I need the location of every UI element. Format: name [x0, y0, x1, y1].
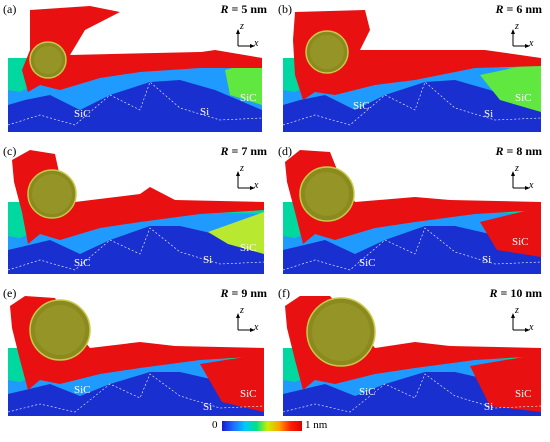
material-label: SiC	[512, 236, 529, 248]
radius-value: = 9 nm	[228, 286, 267, 300]
x-axis-label: x	[254, 38, 259, 49]
material-label: SiC	[74, 257, 91, 269]
radius-label: R = 9 nm	[220, 286, 267, 301]
panel-label: (a)	[3, 2, 17, 16]
axis-indicator: z x	[232, 21, 260, 52]
x-axis-label: x	[254, 322, 259, 333]
radius-value: = 10 nm	[497, 286, 542, 300]
axis-indicator: z x	[232, 305, 260, 336]
simulation-image-e	[7, 296, 265, 416]
axis-indicator: z x	[507, 163, 535, 194]
panel-label: (c)	[3, 144, 17, 158]
panel-label: (e)	[3, 286, 17, 300]
panel-b: (b) R = 6 nm z x SiC Si SiC	[275, 0, 550, 142]
radius-value: = 7 nm	[228, 144, 267, 158]
colorbar: 0 1 nm	[0, 418, 550, 440]
simulation-image-b	[282, 10, 542, 132]
radius-value: = 5 nm	[228, 2, 267, 16]
material-label: Si	[203, 254, 213, 266]
material-label: SiC	[74, 384, 91, 396]
axis-indicator: z x	[232, 163, 260, 194]
material-label: SiC	[353, 100, 370, 112]
axis-indicator: z x	[507, 21, 535, 52]
radius-label: R = 8 nm	[495, 144, 542, 159]
radius-label: R = 10 nm	[489, 286, 542, 301]
z-axis-label: z	[240, 21, 244, 32]
axis-indicator: z x	[507, 305, 535, 336]
colorbar-max-label: 1 nm	[305, 419, 328, 431]
radius-symbol: R	[220, 2, 229, 16]
panel-a: (a) R = 5 nm z x SiC Si SiC	[0, 0, 275, 142]
radius-symbol: R	[495, 144, 504, 158]
panel-f: (f) R = 10 nm z x SiC Si SiC	[275, 284, 550, 426]
radius-label: R = 7 nm	[220, 144, 267, 159]
colorbar-min-label: 0	[212, 419, 218, 431]
panel-label: (f)	[278, 286, 290, 300]
x-axis-label: x	[529, 322, 534, 333]
panel-d: (d) R = 8 nm z x SiC Si SiC	[275, 142, 550, 284]
radius-symbol: R	[220, 144, 229, 158]
radius-symbol: R	[495, 2, 504, 16]
material-label: Si	[484, 108, 494, 120]
material-label: Si	[200, 106, 210, 118]
z-axis-label: z	[515, 305, 519, 316]
material-label: SiC	[240, 388, 257, 400]
material-label: SiC	[515, 92, 532, 104]
radius-symbol: R	[489, 286, 498, 300]
colorbar-gradient	[222, 421, 302, 431]
z-axis-label: z	[240, 163, 244, 174]
x-axis-label: x	[529, 180, 534, 191]
material-label: SiC	[240, 242, 257, 254]
radius-label: R = 5 nm	[220, 2, 267, 17]
z-axis-label: z	[515, 21, 519, 32]
radius-value: = 8 nm	[503, 144, 542, 158]
x-axis-label: x	[529, 38, 534, 49]
material-label: SiC	[359, 386, 376, 398]
z-axis-label: z	[515, 163, 519, 174]
simulation-image-a	[7, 6, 263, 132]
radius-value: = 6 nm	[503, 2, 542, 16]
material-label: Si	[482, 254, 492, 266]
x-axis-label: x	[254, 180, 259, 191]
panel-e: (e) R = 9 nm z x SiC Si SiC	[0, 284, 275, 426]
material-label: Si	[203, 401, 213, 413]
panel-label: (b)	[278, 2, 292, 16]
radius-label: R = 6 nm	[495, 2, 542, 17]
simulation-image-d	[282, 150, 542, 274]
z-axis-label: z	[240, 305, 244, 316]
panel-c: (c) R = 7 nm z x SiC Si SiC	[0, 142, 275, 284]
material-label: SiC	[359, 257, 376, 269]
material-label: SiC	[240, 92, 257, 104]
simulation-image-f	[282, 296, 542, 416]
material-label: SiC	[515, 388, 532, 400]
material-label: Si	[484, 401, 494, 413]
material-label: SiC	[74, 108, 91, 120]
radius-symbol: R	[220, 286, 229, 300]
panel-label: (d)	[278, 144, 292, 158]
simulation-image-c	[7, 150, 265, 274]
